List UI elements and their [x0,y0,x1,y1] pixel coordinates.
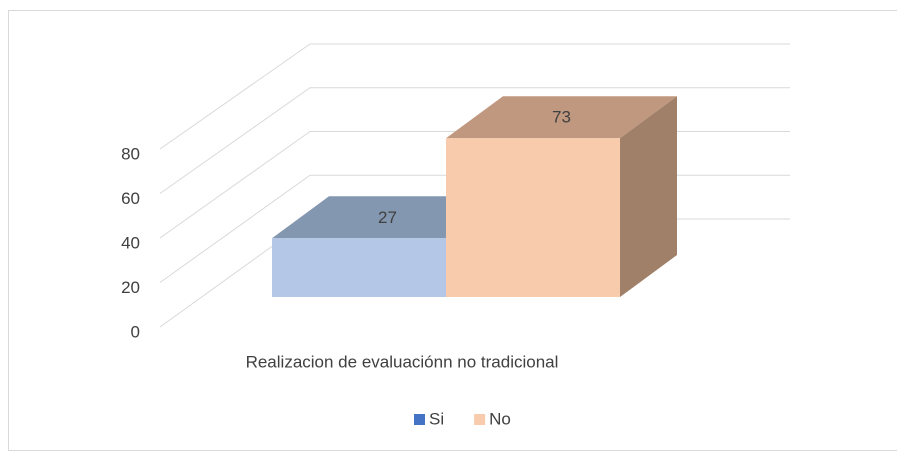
grid-line [159,43,311,150]
bar [272,238,446,297]
grid-line [159,131,311,239]
legend-label: No [489,409,511,428]
bar [446,138,620,297]
data-label: 73 [552,108,571,127]
legend-label: Si [429,409,444,428]
bar-side [620,96,677,297]
y-tick-label: 60 [121,189,140,208]
bar-top [272,196,503,239]
legend-swatch [414,414,425,425]
bar-top [446,96,677,139]
y-tick-label: 80 [121,144,140,163]
y-tick-label: 40 [121,233,140,252]
grid-line [159,174,311,283]
data-label: 27 [378,208,397,227]
x-axis-label: Realizacion de evaluaciónn no tradiciona… [246,352,559,371]
legend-swatch [474,414,486,425]
y-tick-label: 0 [131,322,140,341]
grid-line [159,87,311,194]
y-tick-label: 20 [121,278,140,297]
